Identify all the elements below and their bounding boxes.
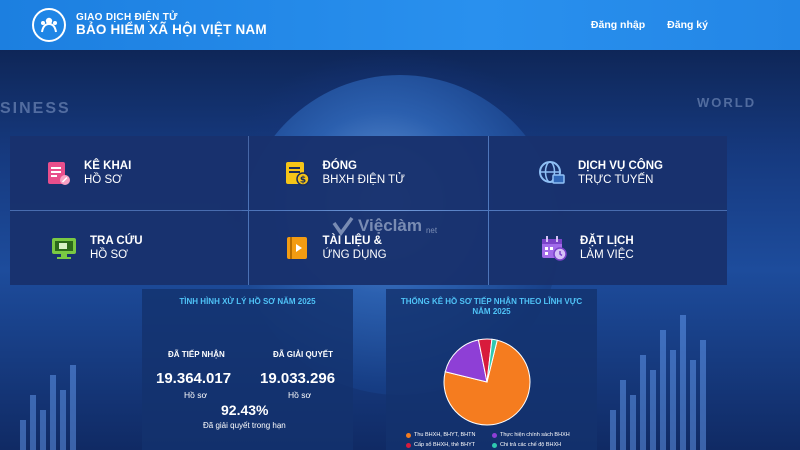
legend-item[interactable]: Thực hiện chính sách BHXH bbox=[492, 432, 587, 438]
tile-ke-khai-ho-so[interactable]: KÊ KHAI HỒ SƠ bbox=[10, 136, 248, 210]
svg-text:$: $ bbox=[299, 176, 305, 186]
top-header: GIAO DỊCH ĐIỆN TỬ BẢO HIỂM XÃ HỘI VIỆT N… bbox=[0, 0, 800, 50]
tile-title: TRA CỨU bbox=[90, 234, 143, 247]
tile-title: ĐẶT LỊCH bbox=[580, 234, 634, 247]
checkmark-logo-icon bbox=[332, 216, 354, 237]
resolved-unit: Hồ sơ bbox=[288, 390, 312, 400]
on-time-note: Đã giải quyết trong hạn bbox=[203, 421, 286, 430]
auth-links: Đăng nhập Đăng ký bbox=[591, 0, 708, 50]
tile-title: ĐÓNG bbox=[322, 159, 358, 172]
monitor-search-icon bbox=[52, 238, 76, 259]
tile-dich-vu-cong-truc-tuyen[interactable]: DỊCH VỤ CÔNG TRỰC TUYẾN bbox=[489, 136, 727, 210]
brand-block: GIAO DỊCH ĐIỆN TỬ BẢO HIỂM XÃ HỘI VIỆT N… bbox=[76, 12, 267, 38]
background-word-left: SINESS bbox=[0, 100, 71, 117]
tile-dat-lich-lam-viec[interactable]: ĐẶT LỊCH LÀM VIỆC bbox=[489, 211, 727, 285]
legend-item[interactable]: Cấp sổ BHXH, thẻ BHYT bbox=[406, 442, 492, 448]
chart-title-line1: THỐNG KÊ HỒ SƠ TIẾP NHẬN THEO LĨNH VỰC bbox=[400, 297, 583, 306]
legend-label: Chi trả các chế độ BHXH bbox=[500, 442, 562, 448]
legend-label: Thu BHXH, BHYT, BHTN bbox=[414, 432, 476, 438]
background-bar-graphic-left bbox=[20, 360, 76, 450]
service-tiles-grid: KÊ KHAI HỒ SƠ $ ĐÓNG BHXH ĐIỆN TỬ bbox=[10, 136, 727, 285]
received-value: 19.364.017 bbox=[156, 370, 232, 387]
processing-stats-panel: TÌNH HÌNH XỬ LÝ HỒ SƠ NĂM 2025 ĐÃ TIẾP N… bbox=[142, 289, 353, 450]
background-word-right: WORLD bbox=[697, 95, 757, 110]
background-bar-graphic-right bbox=[610, 310, 706, 450]
field-stats-chart-panel: THỐNG KÊ HỒ SƠ TIẾP NHẬN THEO LĨNH VỰC N… bbox=[386, 289, 597, 450]
tile-title: KÊ KHAI bbox=[84, 159, 132, 172]
legend-item[interactable]: Chi trả các chế độ BHXH bbox=[492, 442, 587, 448]
tile-subtitle: LÀM VIỆC bbox=[580, 249, 634, 261]
vieclam-watermark: Việclàm net bbox=[332, 215, 437, 237]
brand-title: BẢO HIỂM XÃ HỘI VIỆT NAM bbox=[76, 22, 267, 38]
tile-title: DỊCH VỤ CÔNG bbox=[578, 159, 663, 172]
resolved-value: 19.033.296 bbox=[260, 370, 336, 387]
register-link[interactable]: Đăng ký bbox=[667, 19, 708, 31]
tile-subtitle: HỒ SƠ bbox=[84, 174, 122, 186]
tile-title: TÀI LIỆU & bbox=[322, 234, 382, 247]
chart-title-line2: NĂM 2025 bbox=[472, 307, 511, 317]
tile-tra-cuu-ho-so[interactable]: TRA CỨU HỒ SƠ bbox=[10, 211, 248, 285]
legend-swatch bbox=[406, 442, 411, 448]
legend-label: Cấp sổ BHXH, thẻ BHYT bbox=[414, 442, 476, 448]
chart-legend: Thu BHXH, BHYT, BHTN Thực hiện chính sách… bbox=[406, 432, 591, 448]
tile-tai-lieu-ung-dung[interactable]: TÀI LIỆU & ỨNG DỤNG bbox=[249, 211, 488, 285]
tile-subtitle: TRỰC TUYẾN bbox=[578, 174, 654, 186]
bill-dollar-icon: $ bbox=[285, 162, 310, 186]
on-time-percent: 92.43% bbox=[221, 402, 269, 418]
bhxh-logo[interactable] bbox=[32, 8, 66, 42]
legend-label: Thực hiện chính sách BHXH bbox=[500, 432, 570, 438]
tile-dong-bhxh-dien-tu[interactable]: $ ĐÓNG BHXH ĐIỆN TỬ bbox=[249, 136, 488, 210]
document-pen-icon bbox=[48, 162, 70, 185]
pie-chart bbox=[443, 338, 531, 426]
pie-slice[interactable] bbox=[443, 339, 531, 426]
pie-slice[interactable] bbox=[444, 339, 488, 383]
received-unit: Hồ sơ bbox=[184, 390, 208, 400]
globe-screen-icon bbox=[539, 161, 565, 184]
resolved-label: ĐÃ GIẢI QUYẾT bbox=[273, 350, 334, 359]
stats-panel-title: TÌNH HÌNH XỬ LÝ HỒ SƠ NĂM 2025 bbox=[179, 297, 316, 306]
book-play-icon bbox=[286, 237, 307, 259]
pie-slice[interactable] bbox=[486, 338, 498, 383]
tile-subtitle: BHXH ĐIỆN TỬ bbox=[322, 174, 405, 186]
family-emblem-icon bbox=[41, 17, 57, 33]
watermark-suffix: net bbox=[425, 225, 438, 235]
tile-subtitle: HỒ SƠ bbox=[90, 249, 128, 261]
calendar-clock-icon bbox=[542, 236, 567, 261]
legend-swatch bbox=[406, 432, 411, 438]
legend-item[interactable]: Thu BHXH, BHYT, BHTN bbox=[406, 432, 492, 438]
legend-swatch bbox=[492, 442, 497, 448]
tile-subtitle: ỨNG DỤNG bbox=[322, 249, 387, 261]
login-link[interactable]: Đăng nhập bbox=[590, 19, 646, 31]
received-label: ĐÃ TIẾP NHẬN bbox=[168, 350, 225, 359]
legend-swatch bbox=[492, 432, 497, 438]
brand-subtitle: GIAO DỊCH ĐIỆN TỬ bbox=[76, 12, 178, 24]
watermark-text: Việclàm bbox=[358, 216, 422, 235]
